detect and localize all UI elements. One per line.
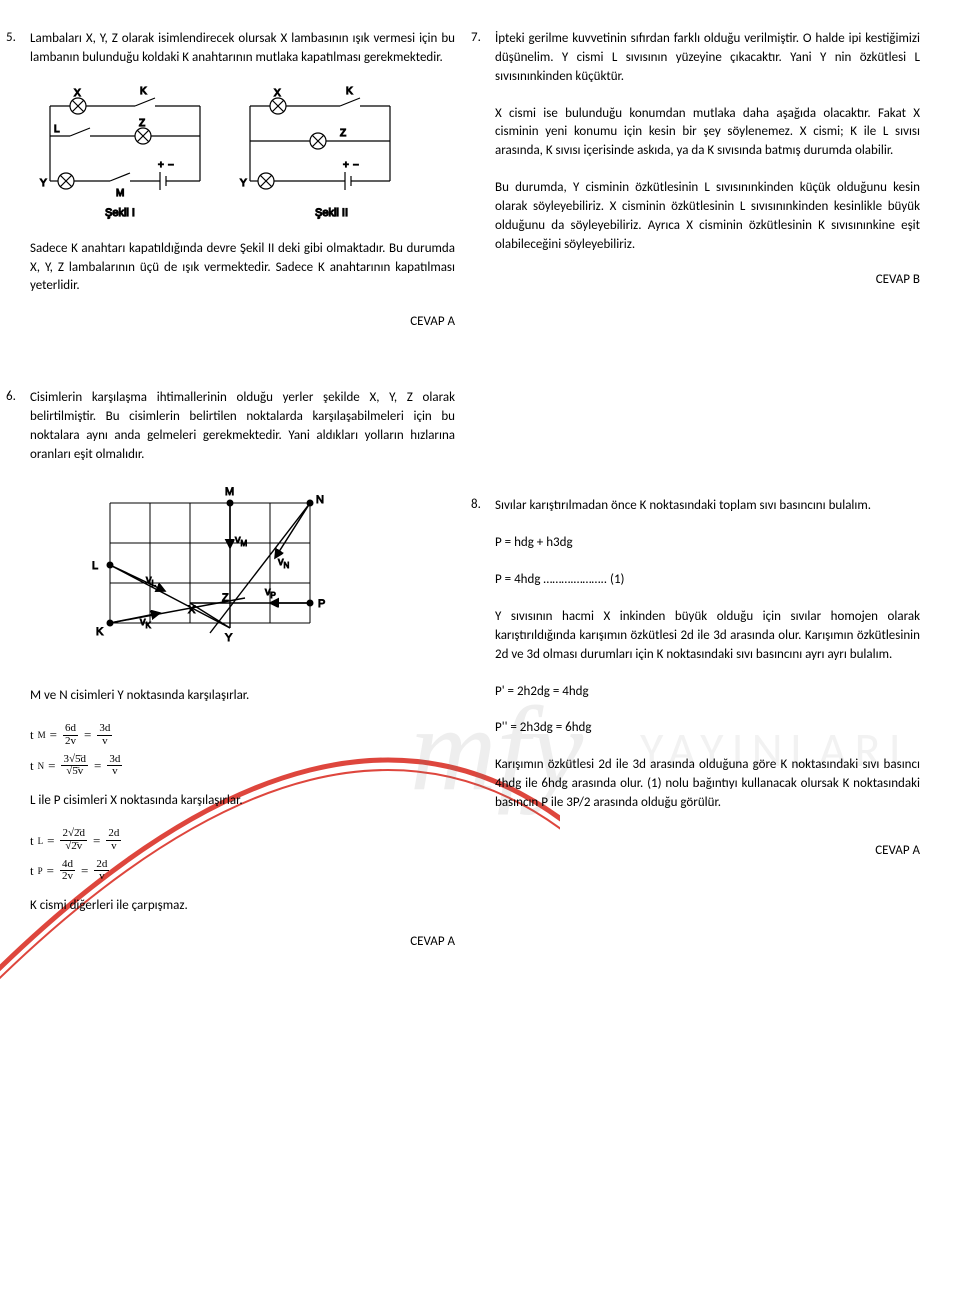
q6-para2: M ve N cisimleri Y noktasında karşılaşır… [30, 687, 455, 706]
q7-para2: X cismi ise bulunduğu konumdan mutlaka d… [495, 105, 920, 162]
svg-text:X: X [274, 88, 281, 99]
svg-text:L: L [92, 560, 98, 572]
svg-text:Şekil II: Şekil II [315, 207, 348, 219]
q6-para4: K cismi diğerleri ile çarpışmaz. [30, 897, 455, 916]
svg-text:K: K [346, 86, 353, 97]
q8-para1: Sıvılar karıştırılmadan önce K noktasınd… [495, 497, 920, 516]
svg-text:M: M [225, 486, 234, 498]
svg-text:N: N [316, 494, 324, 506]
svg-text:P: P [318, 598, 325, 610]
q7-para3: Bu durumda, Y cisminin özkütlesinin L sı… [495, 179, 920, 254]
q7-para1: İpteki gerilme kuvvetinin sıfırdan farkl… [495, 30, 920, 87]
q7-answer: CEVAP B [495, 272, 920, 287]
q7-number: 7. [471, 30, 481, 45]
svg-text:vN: vN [278, 556, 290, 570]
q8-eq2: P = 4hdg ……….……….. (1) [495, 571, 920, 590]
svg-text:Y: Y [225, 632, 233, 644]
q8-para2: Y sıvısının hacmi X inkinden büyük olduğ… [495, 608, 920, 665]
q5-answer: CEVAP A [30, 314, 455, 329]
q6-para3: L ile P cisimleri X noktasında karşılaşı… [30, 792, 455, 811]
svg-text:Y: Y [240, 178, 247, 189]
svg-text:Şekil I: Şekil I [105, 207, 135, 219]
q8-answer: CEVAP A [495, 843, 920, 858]
q8-para3: Karışımın özkütlesi 2d ile 3d arasında o… [495, 756, 920, 813]
q6-para1: Cisimlerin karşılaşma ihtimallerinin old… [30, 389, 455, 464]
q8-eq4: P'' = 2h3dg = 6hdg [495, 719, 920, 738]
svg-text:vM: vM [235, 534, 248, 548]
svg-text:Z: Z [139, 118, 145, 129]
svg-text:K: K [140, 86, 147, 97]
q6-eq-tM: tM = 6d2v = 3dv [30, 723, 455, 747]
q6-grid-diagram: M vM N vN L vL K vK [70, 483, 370, 673]
svg-text:Y: Y [40, 178, 47, 189]
q6-eq-tP: tP = 4d2v = 2dv [30, 859, 455, 883]
q6-answer: CEVAP A [30, 934, 455, 949]
q5-circuit-diagram: X K L Z [30, 86, 410, 226]
q5-para2: Sadece K anahtarı kapatıldığında devre Ş… [30, 240, 455, 297]
svg-text:M: M [116, 188, 124, 199]
svg-text:+: + [343, 160, 349, 171]
q6-number: 6. [6, 389, 16, 404]
q6-eq-tL: tL = 2√2̄d√2̄v = 2dv [30, 828, 455, 852]
q8-eq3: P' = 2h2dg = 4hdg [495, 683, 920, 702]
q5-number: 5. [6, 30, 16, 45]
svg-text:−: − [168, 160, 174, 171]
svg-text:+: + [158, 160, 164, 171]
q5-para1: Lambaları X, Y, Z olarak isimlendirecek … [30, 30, 455, 68]
q8-eq1: P = hdg + h3dg [495, 534, 920, 553]
svg-text:X: X [74, 88, 81, 99]
svg-text:L: L [54, 124, 60, 135]
svg-text:vP: vP [265, 586, 276, 600]
svg-text:Z: Z [340, 128, 346, 139]
q8-number: 8. [471, 497, 481, 512]
q6-eq-tN: tN = 3√5̄d√5̄v = 3dv [30, 754, 455, 778]
svg-text:K: K [96, 626, 104, 638]
svg-text:−: − [353, 160, 359, 171]
